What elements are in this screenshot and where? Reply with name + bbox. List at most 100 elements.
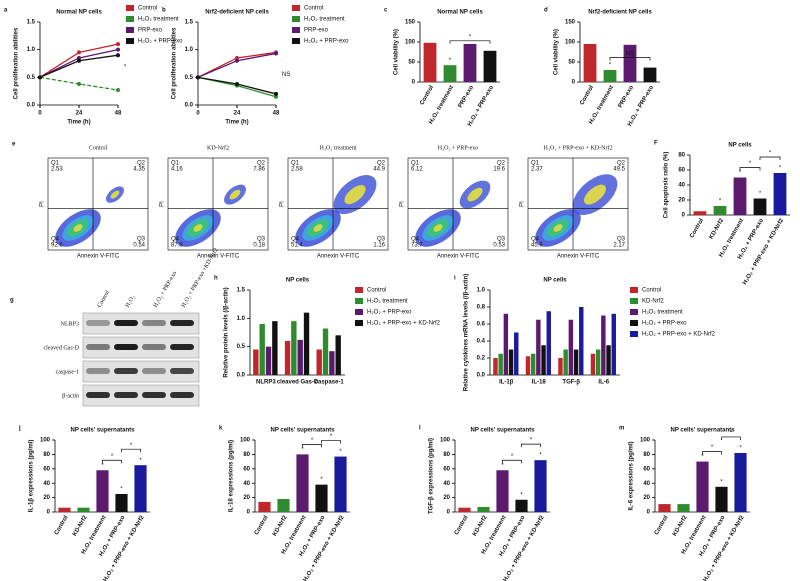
bar bbox=[458, 507, 471, 512]
point bbox=[116, 53, 120, 58]
bracket bbox=[702, 451, 722, 455]
y-axis-label: IL-1β expressions (pg/ml) bbox=[29, 440, 35, 513]
point bbox=[235, 81, 239, 86]
quadrant-value: 19.6 bbox=[493, 167, 505, 173]
panel-label: l bbox=[419, 426, 421, 432]
significance: * bbox=[339, 449, 342, 455]
quadrant-name: Q3 bbox=[617, 237, 626, 243]
bar bbox=[508, 349, 514, 375]
y-tick-label: 60 bbox=[43, 466, 50, 472]
y-axis-label: TGF-β expressions (pg/ml) bbox=[429, 438, 435, 514]
bar bbox=[253, 349, 259, 375]
bar bbox=[265, 346, 272, 375]
quadrant-name: Q4 bbox=[171, 237, 180, 243]
bar bbox=[530, 353, 536, 375]
bar bbox=[284, 341, 291, 375]
bar bbox=[601, 315, 606, 375]
x-tick-label: 48 bbox=[273, 111, 280, 117]
band bbox=[114, 368, 138, 374]
y-axis-label: Cell viability (%) bbox=[394, 29, 400, 75]
legend-label: H₂O₂ + PRP-exo + KD-Nrf2 bbox=[642, 332, 716, 338]
panel-label: m bbox=[619, 426, 624, 432]
quadrant-name: Q4 bbox=[51, 237, 60, 243]
bar bbox=[603, 70, 617, 82]
legend-label: H₂O₂ + PRP-exo bbox=[304, 39, 349, 45]
bar bbox=[643, 67, 657, 82]
y-tick-label: 1.5 bbox=[185, 20, 194, 26]
legend-swatch bbox=[630, 298, 638, 304]
bar bbox=[525, 356, 531, 375]
band bbox=[86, 320, 110, 326]
x-tick-label: KD-Nrf2 bbox=[472, 514, 489, 537]
x-axis-label: Time (h) bbox=[67, 120, 90, 126]
quadrant-name: Q2 bbox=[137, 161, 146, 167]
y-tick-label: 100 bbox=[440, 438, 451, 444]
cell-density bbox=[553, 224, 563, 232]
quadrant-value: 4.16 bbox=[171, 167, 183, 173]
legend-label: PRP-exo bbox=[304, 28, 329, 34]
legend-label: H₂O₂ treatment bbox=[138, 17, 179, 23]
quadrant-value: 0.53 bbox=[493, 243, 505, 249]
cell-density bbox=[73, 224, 83, 232]
legend-swatch bbox=[292, 16, 300, 22]
y-tick-label: 1.5 bbox=[237, 288, 246, 294]
point bbox=[116, 88, 120, 93]
bracket bbox=[121, 448, 141, 453]
y-tick-label: 50 bbox=[408, 60, 415, 66]
bar bbox=[77, 507, 90, 512]
bar bbox=[498, 353, 503, 375]
y-axis-label: PI bbox=[280, 201, 286, 207]
quadrant-name: Q1 bbox=[291, 161, 300, 167]
x-tick-label: IL-18 bbox=[532, 380, 547, 386]
q2-core bbox=[229, 189, 241, 200]
band bbox=[142, 344, 166, 350]
bar bbox=[541, 345, 546, 375]
band bbox=[142, 320, 166, 326]
bracket bbox=[739, 167, 761, 171]
bracket bbox=[302, 444, 322, 448]
quadrant-value: 51.4 bbox=[291, 243, 303, 249]
legend-label: H₂O₂ treatment bbox=[304, 17, 345, 23]
chart-title: NP cells' supernatants bbox=[270, 428, 335, 434]
significance: * bbox=[609, 63, 612, 69]
x-tick-label: PRP-exo bbox=[458, 85, 476, 110]
point bbox=[274, 94, 278, 99]
bar bbox=[258, 501, 271, 512]
y-tick-label: 100 bbox=[565, 40, 576, 46]
x-axis-label: Annexin V-FITC bbox=[317, 254, 360, 260]
significance: * bbox=[101, 463, 104, 469]
x-tick-label: KD-Nrf2 bbox=[72, 514, 89, 537]
bar bbox=[483, 50, 497, 82]
bracket bbox=[102, 459, 122, 464]
x-axis-label: Annexin V-FITC bbox=[197, 254, 240, 260]
panel-label: e bbox=[12, 142, 16, 148]
bar bbox=[134, 465, 147, 512]
legend-label: PRP-exo bbox=[138, 28, 163, 34]
cell-density bbox=[433, 224, 443, 232]
x-tick-label: Control bbox=[54, 515, 70, 537]
bar bbox=[277, 499, 290, 512]
bar bbox=[329, 351, 335, 375]
panel-label: c bbox=[384, 8, 388, 14]
row-label: cleaved Gas-D bbox=[44, 345, 80, 351]
blot-strip bbox=[82, 336, 200, 359]
y-axis-label: PI bbox=[160, 201, 166, 207]
chart-title: Nrf2-deficient NP cells bbox=[588, 10, 652, 16]
bar bbox=[96, 470, 109, 512]
quadrant-name: Q3 bbox=[257, 237, 266, 243]
y-tick-label: 60 bbox=[678, 168, 685, 174]
bracket-label: * bbox=[711, 445, 714, 451]
band bbox=[114, 344, 138, 350]
significance: * bbox=[449, 58, 452, 64]
y-tick-label: 1.0 bbox=[185, 47, 194, 53]
bar bbox=[623, 44, 637, 82]
y-tick-label: 0.8 bbox=[477, 305, 486, 311]
quadrant-value: 6.12 bbox=[411, 167, 423, 173]
y-tick-label: 0.5 bbox=[185, 75, 194, 81]
bar bbox=[658, 504, 671, 512]
bar bbox=[713, 206, 727, 215]
y-tick-label: 80 bbox=[643, 452, 650, 458]
lane-label: Control bbox=[97, 290, 112, 309]
y-axis-label: Cell proliferation abilities bbox=[172, 27, 178, 99]
